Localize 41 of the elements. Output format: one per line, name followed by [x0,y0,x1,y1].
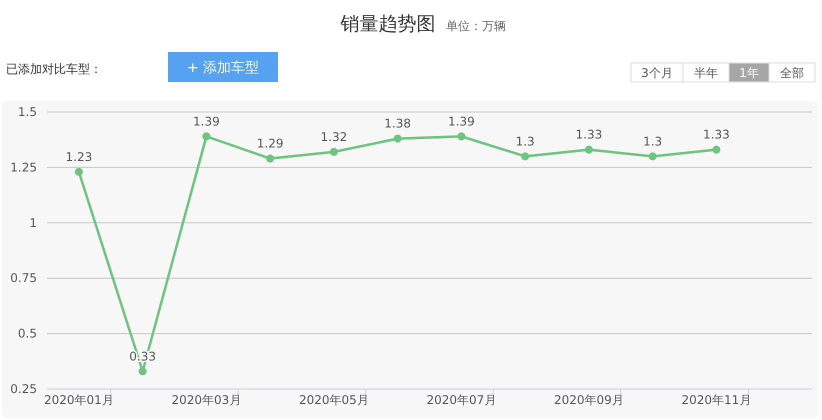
y-tick-label: 1.25 [10,160,37,174]
point [266,154,274,163]
data-label: 1.39 [448,114,475,128]
text: 1年 [739,66,759,80]
y-tick-label: 1.5 [18,105,37,119]
text: 已添加对比车型： [6,62,102,76]
y-tick-label: 0.5 [18,326,37,341]
data-label: 1.32 [320,130,348,144]
title: 销量趋势图 [340,13,436,35]
x-tick-label: 2020年07月 [426,393,496,407]
text: 半年 [694,66,718,80]
data-label: 1.39 [193,114,220,128]
point [394,134,402,143]
x-tick-label: 2020年09月 [554,393,624,407]
data-label: 1.38 [384,116,411,131]
point [712,146,720,154]
y-tick-label: 0.75 [10,271,37,286]
point [584,146,593,154]
x-tick-label: 2020年01月 [44,393,114,407]
point [457,132,466,140]
y-tick-label: 1 [29,216,37,230]
data-label: 1.33 [576,128,602,142]
point [202,132,210,140]
data-label: 1.23 [66,150,92,164]
point [648,152,657,160]
data-label: 1.3 [516,134,535,148]
x-tick-label: 2020年11月 [681,393,752,407]
point [74,168,83,176]
data-label: 1.3 [643,134,662,148]
y-tick-label: 0.25 [10,382,37,396]
text: 3个月 [641,66,673,80]
point [330,148,338,156]
point [521,152,530,160]
text: 全部 [780,66,804,80]
x-tick-label: 2020年03月 [171,393,242,407]
data-label: 1.29 [256,136,284,151]
subtitle: 单位：万辆 [446,19,506,33]
x-tick-label: 2020年05月 [298,393,369,407]
point [138,367,147,376]
text: + 添加车型 [186,60,260,76]
data-label: 1.33 [703,128,730,142]
